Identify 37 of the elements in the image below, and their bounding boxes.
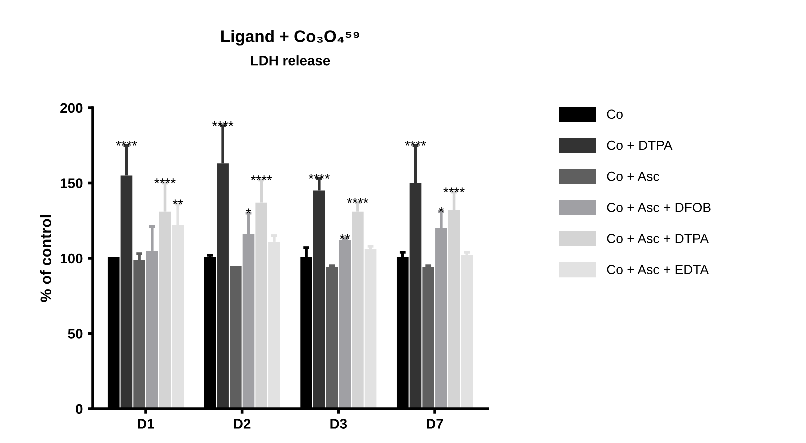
legend-label: Co + Asc — [607, 172, 660, 182]
y-tick-label: 200 — [60, 103, 83, 114]
y-tick-label: 50 — [68, 329, 83, 339]
bar — [230, 266, 242, 409]
y-axis-title: % of control — [40, 215, 52, 302]
data-label: **** — [251, 176, 272, 181]
legend-label: Co + Asc + DTPA — [607, 234, 710, 244]
bar — [339, 240, 351, 409]
bar — [326, 268, 338, 409]
chart-title: Ligand + Co₃O₄⁵⁹ — [222, 30, 360, 46]
x-tick-label: D7 — [427, 419, 444, 429]
bar — [461, 255, 474, 409]
x-tick-label: D1 — [138, 419, 154, 429]
x-tick-label: D3 — [330, 419, 348, 429]
data-label: ** — [340, 234, 350, 240]
legend-label: Co — [607, 110, 623, 120]
data-label: * — [438, 207, 444, 212]
bar — [268, 242, 280, 409]
data-label: **** — [405, 141, 426, 146]
y-tick-label: 150 — [60, 178, 83, 188]
y-tick-label: 0 — [76, 404, 83, 414]
data-label: **** — [347, 198, 369, 204]
bar — [422, 268, 434, 409]
data-label: * — [246, 208, 252, 214]
y-tick-label: 100 — [60, 254, 83, 264]
data-label: **** — [212, 121, 234, 126]
legend-label: Co + Asc + EDTA — [607, 265, 710, 274]
chart-subtitle: LDH release — [251, 56, 330, 66]
data-label: ** — [172, 200, 184, 205]
bar — [364, 249, 377, 409]
data-label: **** — [308, 174, 330, 180]
legend-label: Co + Asc + DFOB — [607, 202, 711, 212]
data-label: **** — [444, 188, 465, 193]
data-label: **** — [116, 141, 138, 146]
legend-label: Co + DTPA — [607, 140, 673, 150]
x-tick-label: D2 — [234, 419, 251, 429]
data-label: **** — [154, 178, 176, 184]
